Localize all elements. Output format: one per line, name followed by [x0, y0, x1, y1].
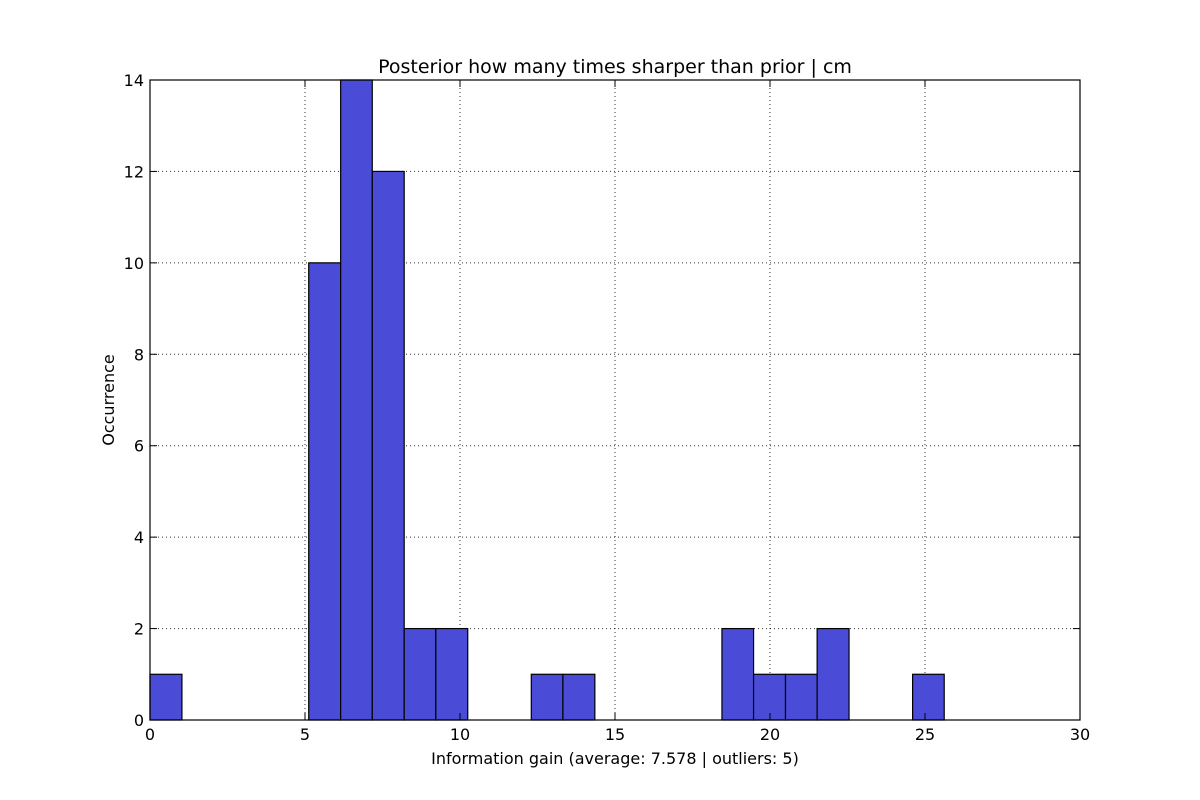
y-axis-label: Occurrence [99, 354, 118, 445]
y-tick-label: 14 [124, 71, 144, 90]
x-tick-label: 5 [300, 725, 310, 744]
histogram-bar [911, 673, 945, 721]
axis-ticks [149, 79, 1081, 721]
grid-lines [150, 80, 1080, 720]
histogram-bar [530, 673, 564, 721]
y-tick-label: 8 [134, 345, 144, 364]
chart-title: Posterior how many times sharper than pr… [378, 56, 852, 78]
x-tick-label: 25 [915, 725, 935, 744]
histogram-bar [403, 627, 437, 721]
y-tick-label: 12 [124, 162, 144, 181]
histogram-bar [371, 170, 405, 721]
y-tick-label: 0 [134, 711, 144, 730]
x-tick-label: 20 [760, 725, 780, 744]
histogram-bar [816, 627, 850, 721]
x-tick-label: 10 [450, 725, 470, 744]
histogram-bars [149, 79, 945, 721]
y-tick-labels: 0 2 4 6 8 10 12 14 [124, 71, 144, 730]
histogram-bar [435, 627, 469, 721]
histogram-bar [562, 673, 596, 721]
histogram-bar [308, 262, 342, 721]
x-tick-label: 15 [605, 725, 625, 744]
histogram-bar [784, 673, 818, 721]
x-tick-label: 30 [1070, 725, 1090, 744]
y-tick-label: 10 [124, 254, 144, 273]
y-tick-label: 4 [134, 528, 144, 547]
x-tick-labels: 0 5 10 15 20 25 30 [145, 725, 1090, 744]
y-tick-label: 2 [134, 620, 144, 639]
histogram-bar [149, 673, 183, 721]
histogram-bar [340, 79, 373, 721]
histogram-bar [721, 627, 755, 721]
x-tick-label: 0 [145, 725, 155, 744]
x-axis-label: Information gain (average: 7.578 | outli… [431, 749, 799, 768]
histogram-bar [752, 673, 787, 721]
y-tick-label: 6 [134, 437, 144, 456]
